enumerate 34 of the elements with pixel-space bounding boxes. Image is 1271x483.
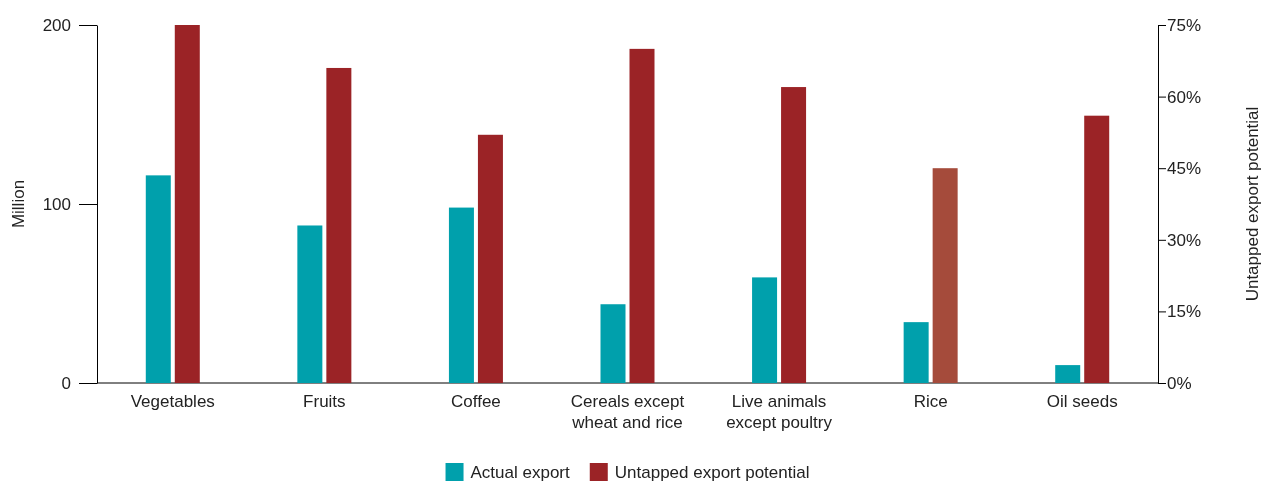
y2-tick-label: 45%	[1167, 159, 1202, 179]
x-tick-label: Live animals except poultry	[726, 392, 833, 432]
y2-tick-label: 30%	[1167, 230, 1202, 250]
bar	[1084, 115, 1110, 383]
x-tick-label: Cereals except wheat and rice	[570, 392, 685, 432]
bar	[781, 87, 807, 383]
y2-tick-label: 15%	[1167, 302, 1202, 322]
y-tick-label: 200	[42, 15, 71, 35]
x-tick-label: Oil seeds	[1046, 392, 1118, 411]
bar	[932, 168, 958, 383]
bar	[752, 277, 778, 383]
legend-label: Untapped export potential	[614, 463, 810, 482]
x-tick-label: Rice	[913, 392, 948, 411]
bar	[297, 225, 323, 383]
bar	[145, 175, 171, 383]
y-tick-label: 0	[61, 373, 71, 393]
bar	[629, 48, 655, 383]
y2-tick-label: 75%	[1167, 15, 1202, 35]
bar	[448, 207, 474, 383]
bar	[600, 304, 626, 383]
y-axis-title: Million	[9, 179, 28, 229]
bar	[174, 25, 200, 383]
y2-tick-label: 60%	[1167, 87, 1202, 107]
legend-label: Actual export	[470, 463, 571, 482]
bar	[326, 67, 352, 383]
y-tick-label: 100	[42, 194, 71, 214]
x-tick-label: Coffee	[451, 392, 501, 411]
x-tick-label: Fruits	[303, 392, 346, 411]
x-tick-label: Vegetables	[130, 392, 215, 411]
y2-tick-label: 0%	[1167, 373, 1192, 393]
y2-axis-title: Untapped export potential	[1243, 106, 1262, 302]
bar	[477, 134, 503, 383]
bar	[1055, 365, 1081, 383]
bar	[903, 322, 929, 383]
